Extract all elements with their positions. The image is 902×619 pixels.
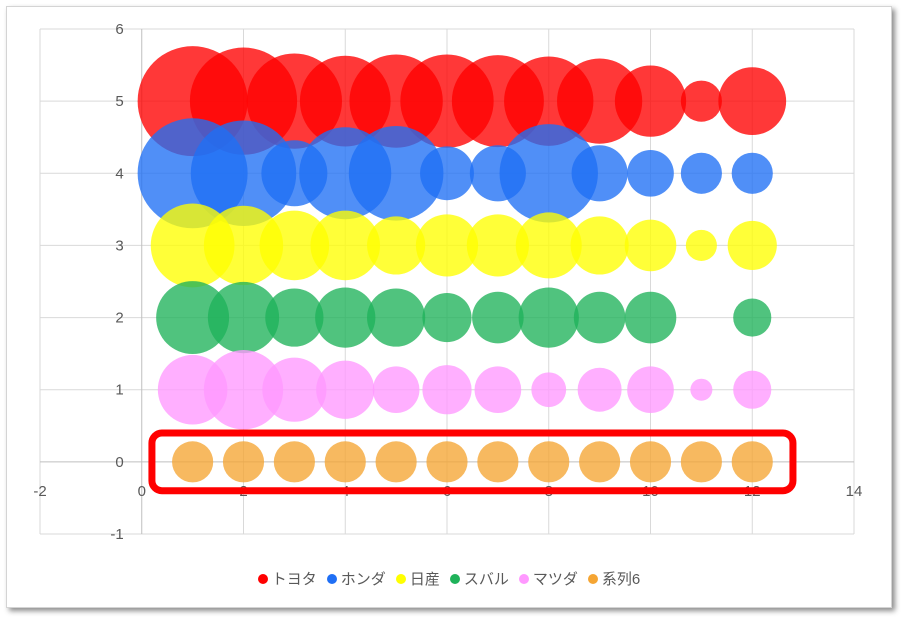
bubble-point: [477, 441, 519, 483]
bubble-point: [422, 292, 472, 343]
bubble-point: [624, 219, 677, 272]
bubble-point: [680, 441, 722, 483]
y-tick-label: 5: [115, 93, 123, 110]
bubble-point: [499, 124, 598, 223]
bubble-point: [733, 298, 772, 337]
y-tick-label: 0: [115, 454, 123, 471]
bubble-point: [172, 441, 214, 483]
legend-label: 系列6: [601, 571, 641, 588]
bubble-point: [690, 378, 713, 401]
bubble-point: [557, 58, 643, 144]
bubble-point: [474, 366, 522, 414]
bubble-point: [190, 120, 297, 227]
legend-label: マツダ: [532, 571, 578, 588]
bubble-point: [627, 366, 674, 414]
bubble-point: [571, 145, 628, 202]
legend-item: マツダ: [518, 568, 578, 589]
bubble-point: [733, 370, 772, 409]
bubble-point: [472, 291, 524, 344]
legend-item: ホンダ: [326, 568, 386, 589]
bubble-point: [624, 291, 677, 344]
legend-marker-dot: [587, 573, 598, 584]
legend-marker-dot: [257, 573, 268, 584]
bubble-point: [570, 216, 629, 275]
bubble-point: [262, 357, 327, 422]
bubble-point: [515, 212, 582, 279]
bubble-point: [528, 441, 570, 483]
bubble-point: [203, 350, 284, 430]
legend-marker-dot: [326, 573, 337, 584]
bubble-point: [372, 366, 420, 414]
bubble-point: [731, 441, 773, 483]
y-tick-label: 1: [115, 382, 123, 399]
bubble-point: [426, 441, 468, 483]
bubble-point: [324, 441, 366, 483]
legend-item: 系列6: [587, 568, 641, 589]
x-tick-label: -2: [33, 483, 46, 500]
bubble-point: [731, 152, 773, 194]
legend-label: 日産: [409, 571, 440, 588]
bubble-point: [680, 152, 722, 194]
bubble-point: [348, 125, 444, 221]
bubble-point: [367, 216, 426, 275]
bubble-point: [222, 441, 265, 483]
y-tick-label: 2: [115, 310, 123, 327]
bubble-point: [265, 288, 324, 347]
y-tick-label: 6: [115, 21, 123, 38]
chart-frame: -1 0 1 2 3 4 5 6 -2 0 2 4 6 8 10 12 14 トヨタ ホンダ 日産 スバル マツダ 系列6: [6, 6, 892, 608]
y-tick-label: 4: [115, 165, 123, 182]
bubble-point: [718, 67, 787, 136]
x-tick-label: 0: [138, 483, 146, 500]
legend-item: 日産: [395, 568, 440, 589]
bubble-point: [367, 288, 426, 347]
legend-marker-dot: [449, 573, 460, 584]
y-tick-label: 3: [115, 237, 123, 254]
bubble-point: [375, 441, 417, 483]
bubble-point: [273, 441, 315, 483]
bubble-point: [315, 287, 376, 348]
bubble-point: [531, 372, 567, 408]
bubble-point: [207, 281, 280, 354]
bubble-point: [415, 214, 479, 277]
bubble-point: [466, 214, 529, 277]
x-tick-label: 14: [846, 483, 863, 500]
bubble-point: [422, 365, 472, 415]
legend: トヨタ ホンダ 日産 スバル マツダ 系列6: [7, 568, 891, 589]
bubble-point: [680, 80, 722, 122]
legend-item: スバル: [449, 568, 509, 589]
legend-marker-dot: [518, 573, 529, 584]
bubble-point: [310, 210, 381, 281]
y-tick-label: -1: [110, 526, 123, 543]
legend-marker-dot: [395, 573, 406, 584]
bubble-point: [727, 220, 777, 271]
highlight-rectangle: [148, 429, 797, 495]
bubble-point: [685, 229, 717, 261]
bubble-point: [203, 205, 284, 286]
legend-item: トヨタ: [257, 568, 317, 589]
legend-label: トヨタ: [271, 571, 317, 588]
highlight-annotation: [148, 429, 797, 495]
bubble-point: [629, 441, 672, 483]
bubble-point: [259, 210, 330, 281]
bubble-point: [156, 281, 230, 355]
legend-label: スバル: [463, 571, 509, 588]
bubble-point: [614, 65, 687, 137]
bubbles: [137, 46, 787, 483]
bubble-point: [627, 149, 674, 197]
bubble-point: [420, 146, 474, 201]
bubble-point: [573, 291, 626, 344]
bubble-point: [518, 287, 579, 348]
bubble-point: [316, 360, 375, 419]
bubble-point: [579, 441, 621, 483]
legend-label: ホンダ: [340, 571, 386, 588]
bubble-point: [577, 367, 622, 412]
